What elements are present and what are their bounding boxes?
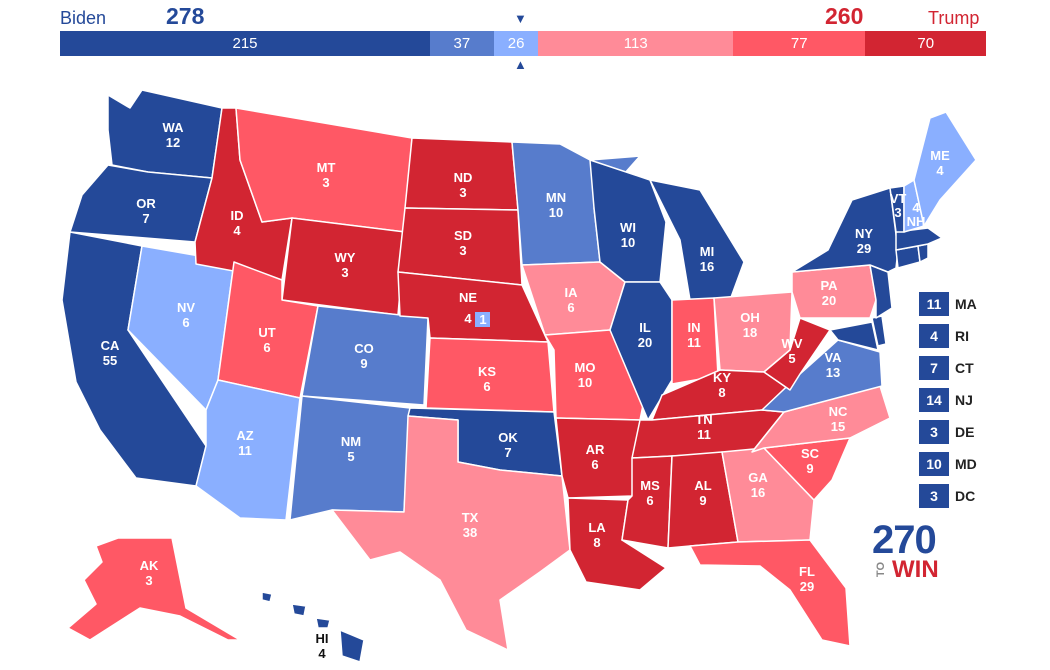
bar-segment-lean-rep[interactable]: 113 bbox=[538, 31, 733, 56]
small-state-row-de[interactable]: 3 DE bbox=[919, 416, 977, 448]
state-in[interactable] bbox=[671, 297, 719, 385]
small-state-name: MD bbox=[955, 456, 977, 472]
ct-ev-box[interactable]: 7 bbox=[919, 356, 949, 380]
biden-name: Biden bbox=[60, 8, 107, 28]
270towin-logo[interactable]: 270 TO WIN bbox=[872, 520, 952, 584]
state-ri[interactable] bbox=[917, 243, 929, 263]
state-ak[interactable] bbox=[67, 537, 241, 641]
small-state-row-ma[interactable]: 11 MA bbox=[919, 288, 977, 320]
state-or[interactable] bbox=[69, 164, 213, 243]
small-state-name: CT bbox=[955, 360, 974, 376]
trump-name: Trump bbox=[928, 8, 980, 28]
small-state-row-nj[interactable]: 14 NJ bbox=[919, 384, 977, 416]
state-wy[interactable] bbox=[281, 217, 406, 316]
state-fl[interactable] bbox=[689, 539, 851, 647]
nj-ev-box[interactable]: 14 bbox=[919, 388, 949, 412]
state-wi[interactable] bbox=[589, 159, 667, 283]
state-pa[interactable] bbox=[791, 264, 877, 319]
ma-ev-box[interactable]: 11 bbox=[919, 292, 949, 316]
electoral-vote-header: Biden 278 260 Trump ▼ 215 37 26 113 77 7… bbox=[0, 0, 1050, 80]
bar-segment-label: 77 bbox=[790, 35, 808, 52]
small-states-legend: 11 MA 4 RI 7 CT 14 NJ 3 DE 10 MD 3 DC bbox=[919, 288, 977, 512]
state-mt[interactable] bbox=[235, 107, 413, 233]
bar-segment-label: 26 bbox=[507, 35, 525, 52]
bar-segment-label: 37 bbox=[453, 35, 471, 52]
ne-district-box[interactable] bbox=[475, 312, 490, 327]
small-state-row-ri[interactable]: 4 RI bbox=[919, 320, 977, 352]
state-ma[interactable] bbox=[895, 227, 943, 251]
state-label: HI 4 bbox=[316, 631, 329, 661]
electoral-vote-bar: 215 37 26 113 77 70 bbox=[60, 31, 986, 56]
logo-win: WIN bbox=[892, 556, 939, 583]
state-ny[interactable] bbox=[791, 187, 899, 273]
de-ev-box[interactable]: 3 bbox=[919, 420, 949, 444]
small-state-name: DC bbox=[955, 488, 976, 504]
state-ks[interactable] bbox=[425, 337, 555, 413]
bar-segment-likely-dem[interactable]: 37 bbox=[430, 31, 494, 56]
md-ev-box[interactable]: 10 bbox=[919, 452, 949, 476]
bar-segment-safe-rep[interactable]: 70 bbox=[865, 31, 986, 56]
ri-ev-box[interactable]: 4 bbox=[919, 324, 949, 348]
bar-segment-label: 70 bbox=[917, 35, 935, 52]
dc-ev-box[interactable]: 3 bbox=[919, 484, 949, 508]
state-hi[interactable] bbox=[261, 591, 365, 663]
state-me[interactable] bbox=[913, 111, 977, 227]
state-co[interactable] bbox=[301, 305, 429, 406]
state-ar[interactable] bbox=[555, 417, 641, 499]
small-state-name: MA bbox=[955, 296, 977, 312]
small-state-name: DE bbox=[955, 424, 975, 440]
logo-to: TO bbox=[875, 562, 887, 578]
small-state-row-dc[interactable]: 3 DC bbox=[919, 480, 977, 512]
bar-segment-safe-dem[interactable]: 215 bbox=[60, 31, 431, 56]
small-state-name: RI bbox=[955, 328, 969, 344]
state-md[interactable] bbox=[829, 321, 879, 351]
bar-segment-label: 215 bbox=[232, 35, 258, 52]
small-state-row-ct[interactable]: 7 CT bbox=[919, 352, 977, 384]
state-tx[interactable] bbox=[331, 415, 571, 651]
state-nm[interactable] bbox=[289, 395, 411, 521]
small-state-name: NJ bbox=[955, 392, 973, 408]
trump-total: 260 bbox=[825, 3, 864, 29]
state-az[interactable] bbox=[195, 379, 301, 521]
bar-segment-likely-rep[interactable]: 77 bbox=[732, 31, 866, 56]
biden-total: 278 bbox=[166, 3, 205, 29]
bar-segment-lean-dem[interactable]: 26 bbox=[493, 31, 539, 56]
state-wa[interactable] bbox=[107, 89, 223, 179]
bar-segment-label: 113 bbox=[623, 35, 648, 52]
logo-number: 270 bbox=[872, 518, 937, 562]
small-state-row-md[interactable]: 10 MD bbox=[919, 448, 977, 480]
threshold-marker-up-icon: ▲ bbox=[514, 57, 527, 72]
state-nd[interactable] bbox=[404, 137, 519, 211]
threshold-marker-down-icon: ▼ bbox=[514, 11, 527, 26]
